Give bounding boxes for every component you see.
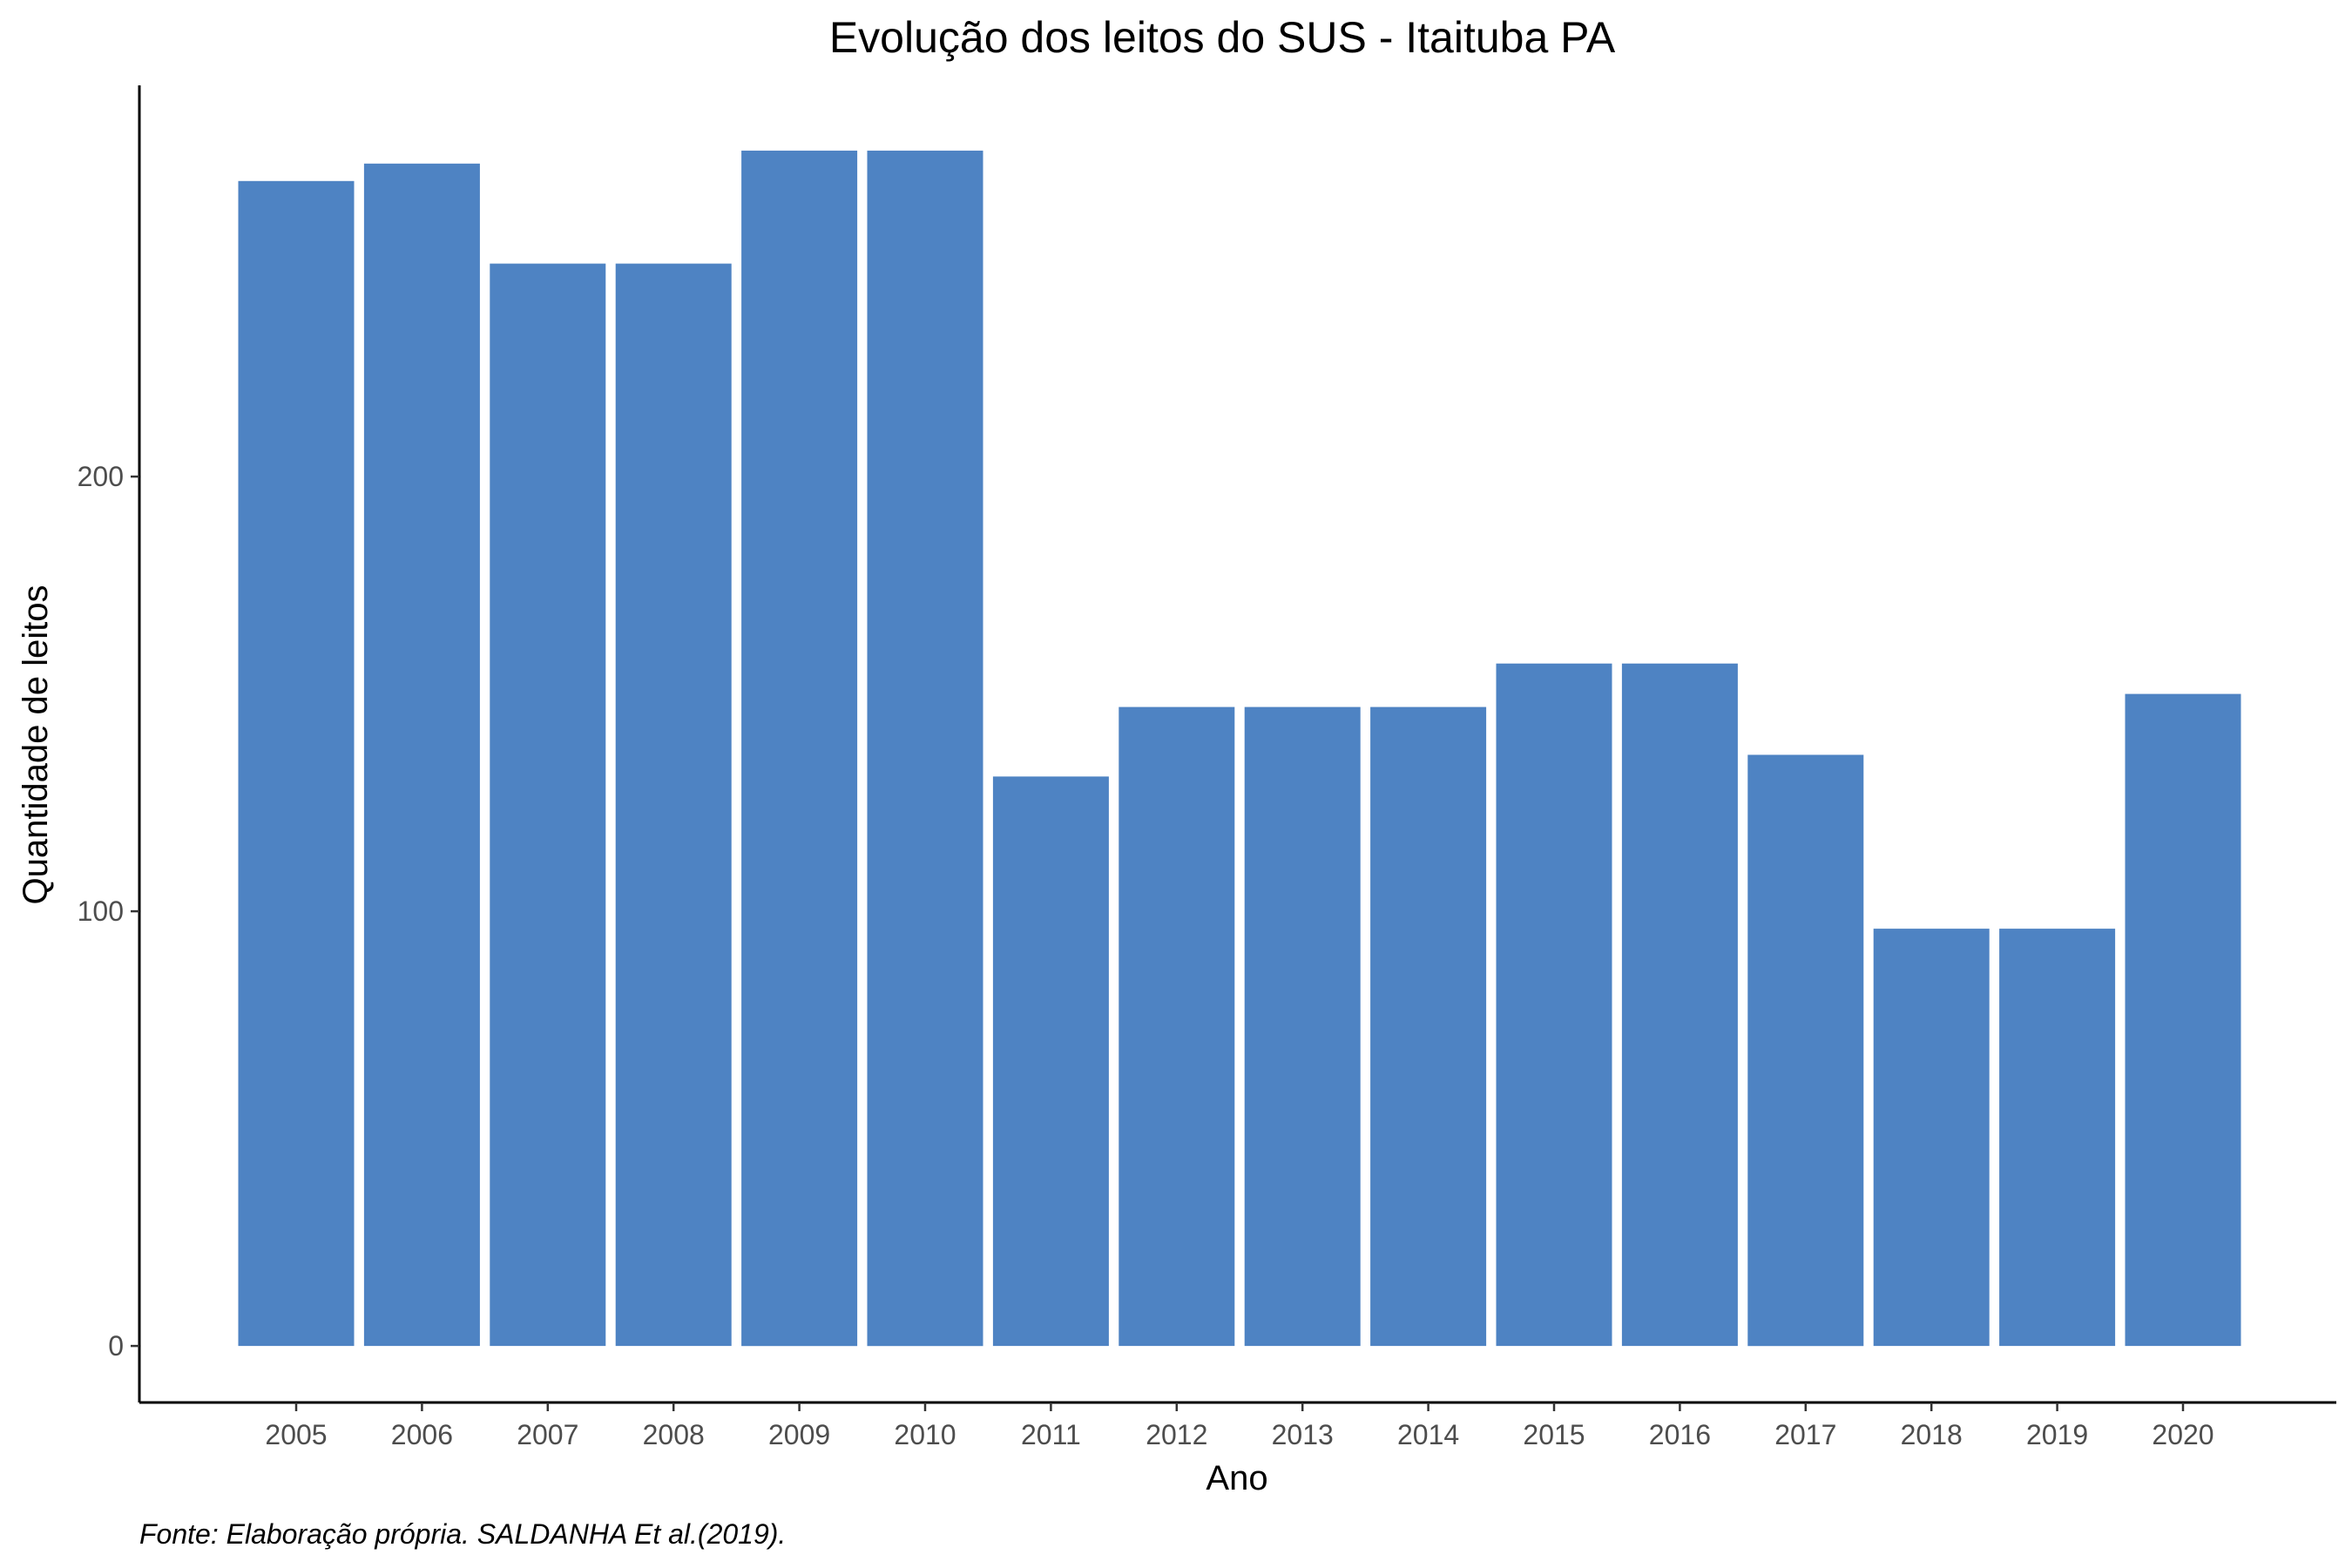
x-axis-ticks: 2005 2006 2007 2008 2009 2010 2011 2012 2013 2014… (265, 1402, 2214, 1450)
axes (138, 85, 2336, 1404)
x-axis-title: Ano (1206, 1459, 1267, 1497)
bar-2011 (992, 776, 1109, 1347)
x-tick-label: 2012 (1146, 1419, 1207, 1450)
bar-2019 (1999, 929, 2116, 1347)
x-tick-label: 2016 (1649, 1419, 1711, 1450)
bar-2016 (1621, 663, 1738, 1347)
x-tick-label: 2006 (391, 1419, 453, 1450)
chart-title: Evolução dos leitos do SUS - Itaituba PA (829, 13, 1616, 62)
x-tick-label: 2020 (2152, 1419, 2213, 1450)
bar-2020 (2125, 693, 2241, 1347)
bar-2007 (490, 263, 606, 1347)
x-tick-label: 2017 (1774, 1419, 1836, 1450)
y-tick-label: 200 (78, 461, 124, 492)
x-tick-label: 2008 (643, 1419, 705, 1450)
bar-2006 (363, 163, 480, 1347)
x-tick-label: 2010 (894, 1419, 956, 1450)
bar-2014 (1370, 706, 1487, 1347)
bar-2013 (1244, 706, 1361, 1347)
plot-area (238, 150, 2241, 1347)
bar-2017 (1747, 754, 1864, 1347)
x-tick-label: 2011 (1021, 1419, 1081, 1450)
bar-2009 (741, 150, 858, 1347)
bar-2008 (615, 263, 732, 1347)
x-tick-label: 2018 (1901, 1419, 1963, 1450)
x-tick-label: 2019 (2026, 1419, 2088, 1450)
bar-2018 (1873, 929, 1990, 1347)
x-tick-label: 2007 (517, 1419, 578, 1450)
x-tick-label: 2009 (768, 1419, 830, 1450)
bar-2005 (238, 180, 355, 1347)
x-tick-label: 2013 (1272, 1419, 1334, 1450)
y-axis-title: Quantidade de leitos (17, 585, 55, 905)
y-tick-label: 100 (78, 896, 124, 927)
bar-2012 (1119, 706, 1235, 1347)
source-caption: Fonte: Elaboração própria. SALDANHA Et a… (139, 1518, 786, 1550)
y-axis-ticks: 0 100 200 (78, 461, 139, 1362)
bar-2015 (1496, 663, 1612, 1347)
x-tick-label: 2015 (1523, 1419, 1585, 1450)
x-tick-label: 2014 (1397, 1419, 1459, 1450)
x-tick-label: 2005 (265, 1419, 327, 1450)
y-tick-label: 0 (108, 1330, 124, 1362)
bar-2010 (867, 150, 983, 1347)
